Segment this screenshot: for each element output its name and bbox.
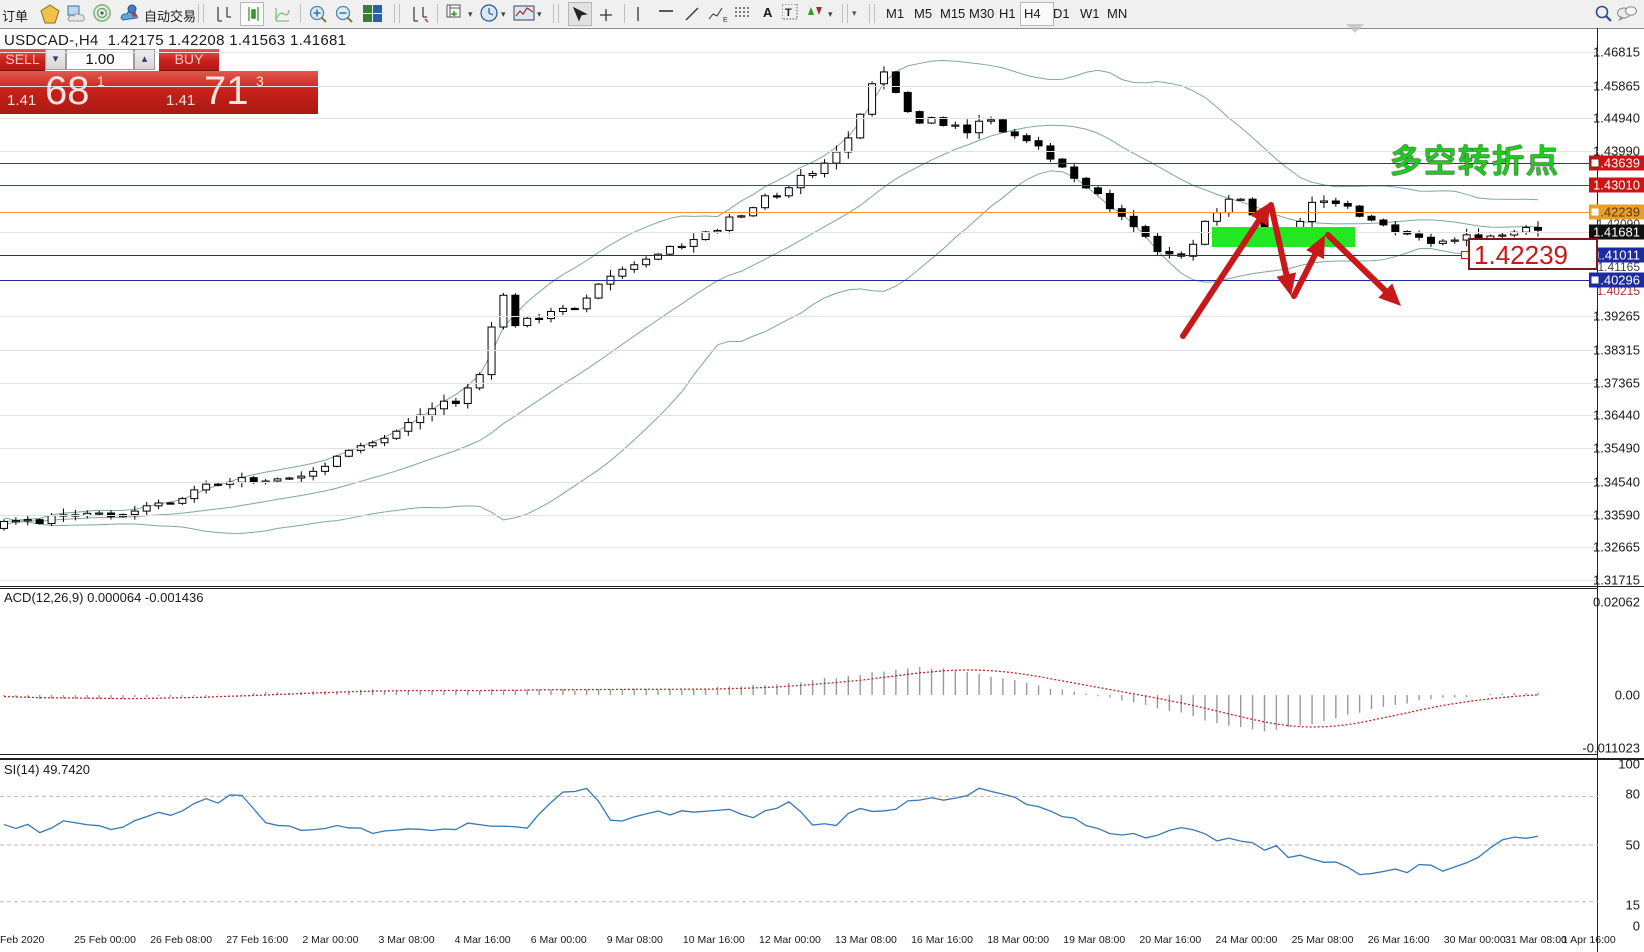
svg-text:E: E <box>723 17 728 22</box>
svg-text:T: T <box>785 7 792 19</box>
